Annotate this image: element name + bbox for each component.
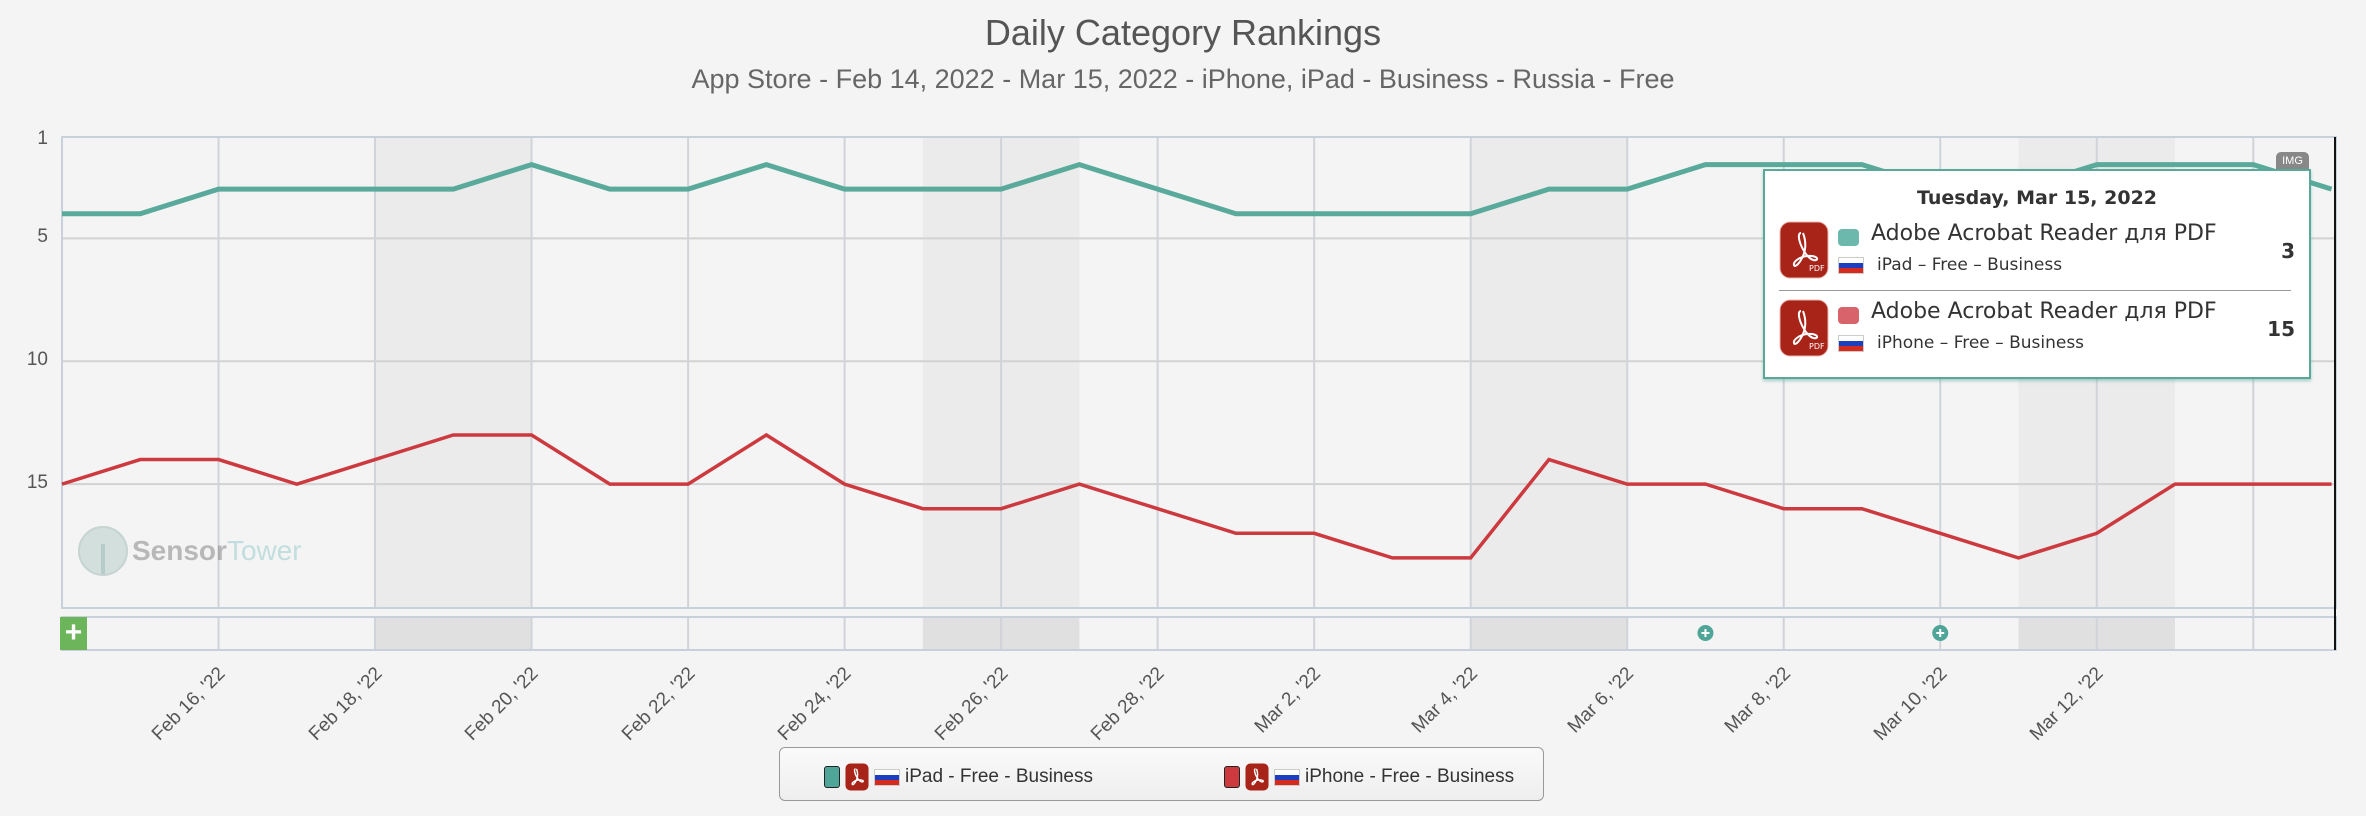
legend-item-ipad[interactable]: iPad - Free - Business — [824, 762, 1093, 792]
y-tick-label: 10 — [26, 349, 48, 371]
russia-flag-icon — [1838, 257, 1864, 274]
annotation-marker[interactable] — [1697, 625, 1714, 641]
russia-flag-icon — [1838, 335, 1864, 352]
tooltip-subtitle: iPad – Free – Business — [1877, 255, 2063, 275]
series-swatch — [824, 766, 840, 788]
russia-flag-icon — [874, 768, 900, 786]
weekend-band — [375, 137, 532, 608]
y-tick-label: 5 — [37, 226, 48, 248]
sensortower-logo-icon — [78, 526, 128, 576]
pdf-app-icon — [845, 763, 869, 791]
tooltip-app-name: Adobe Acrobat Reader для PDF — [1871, 221, 2217, 246]
annotation-marker[interactable] — [1932, 625, 1949, 641]
series-swatch — [1224, 766, 1240, 788]
tooltip-rank-value: 15 — [2267, 317, 2295, 341]
tooltip: Tuesday, Mar 15, 2022 PDF Adobe Acrobat … — [1763, 169, 2311, 379]
legend: iPad - Free - Business iPhone - Free - B… — [779, 747, 1544, 801]
russia-flag-icon — [1274, 768, 1300, 786]
svg-text:PDF: PDF — [1809, 342, 1825, 351]
y-tick-label: 1 — [37, 128, 48, 149]
series-swatch — [1838, 307, 1859, 324]
tooltip-date: Tuesday, Mar 15, 2022 — [1916, 187, 2158, 209]
watermark-text: Sensor — [132, 535, 227, 566]
tooltip-divider — [1779, 290, 2291, 291]
pdf-app-icon: PDF — [1779, 299, 1829, 357]
tooltip-subtitle: iPhone – Free – Business — [1877, 333, 2085, 353]
sensortower-watermark: Sensor Tower — [78, 526, 302, 576]
svg-text:PDF: PDF — [1809, 264, 1825, 273]
legend-label: iPad - Free - Business — [905, 766, 1093, 787]
navigator-weekend-band — [1470, 618, 1628, 649]
y-tick-label: 15 — [26, 472, 48, 494]
navigator-add-button[interactable]: + — [60, 617, 87, 650]
pdf-app-icon — [1245, 763, 1269, 791]
pdf-app-icon: PDF — [1779, 221, 1829, 279]
tooltip-app-name: Adobe Acrobat Reader для PDF — [1871, 299, 2217, 324]
weekend-band — [1470, 137, 1628, 608]
chart-title: Daily Category Rankings — [984, 12, 1382, 53]
watermark-text: Tower — [226, 535, 302, 566]
series-swatch — [1838, 229, 1859, 246]
chart-subtitle: App Store - Feb 14, 2022 - Mar 15, 2022 … — [691, 64, 1675, 94]
tooltip-rank-value: 3 — [2281, 239, 2295, 263]
legend-label: iPhone - Free - Business — [1305, 766, 1515, 787]
series-line-iphone — [61, 432, 2332, 560]
navigator-weekend-band — [375, 618, 532, 649]
tooltip-row: PDF Adobe Acrobat Reader для PDF iPad – … — [1779, 221, 2295, 281]
legend-item-iphone[interactable]: iPhone - Free - Business — [1224, 762, 1514, 792]
tooltip-row: PDF Adobe Acrobat Reader для PDF iPhone … — [1779, 299, 2295, 359]
